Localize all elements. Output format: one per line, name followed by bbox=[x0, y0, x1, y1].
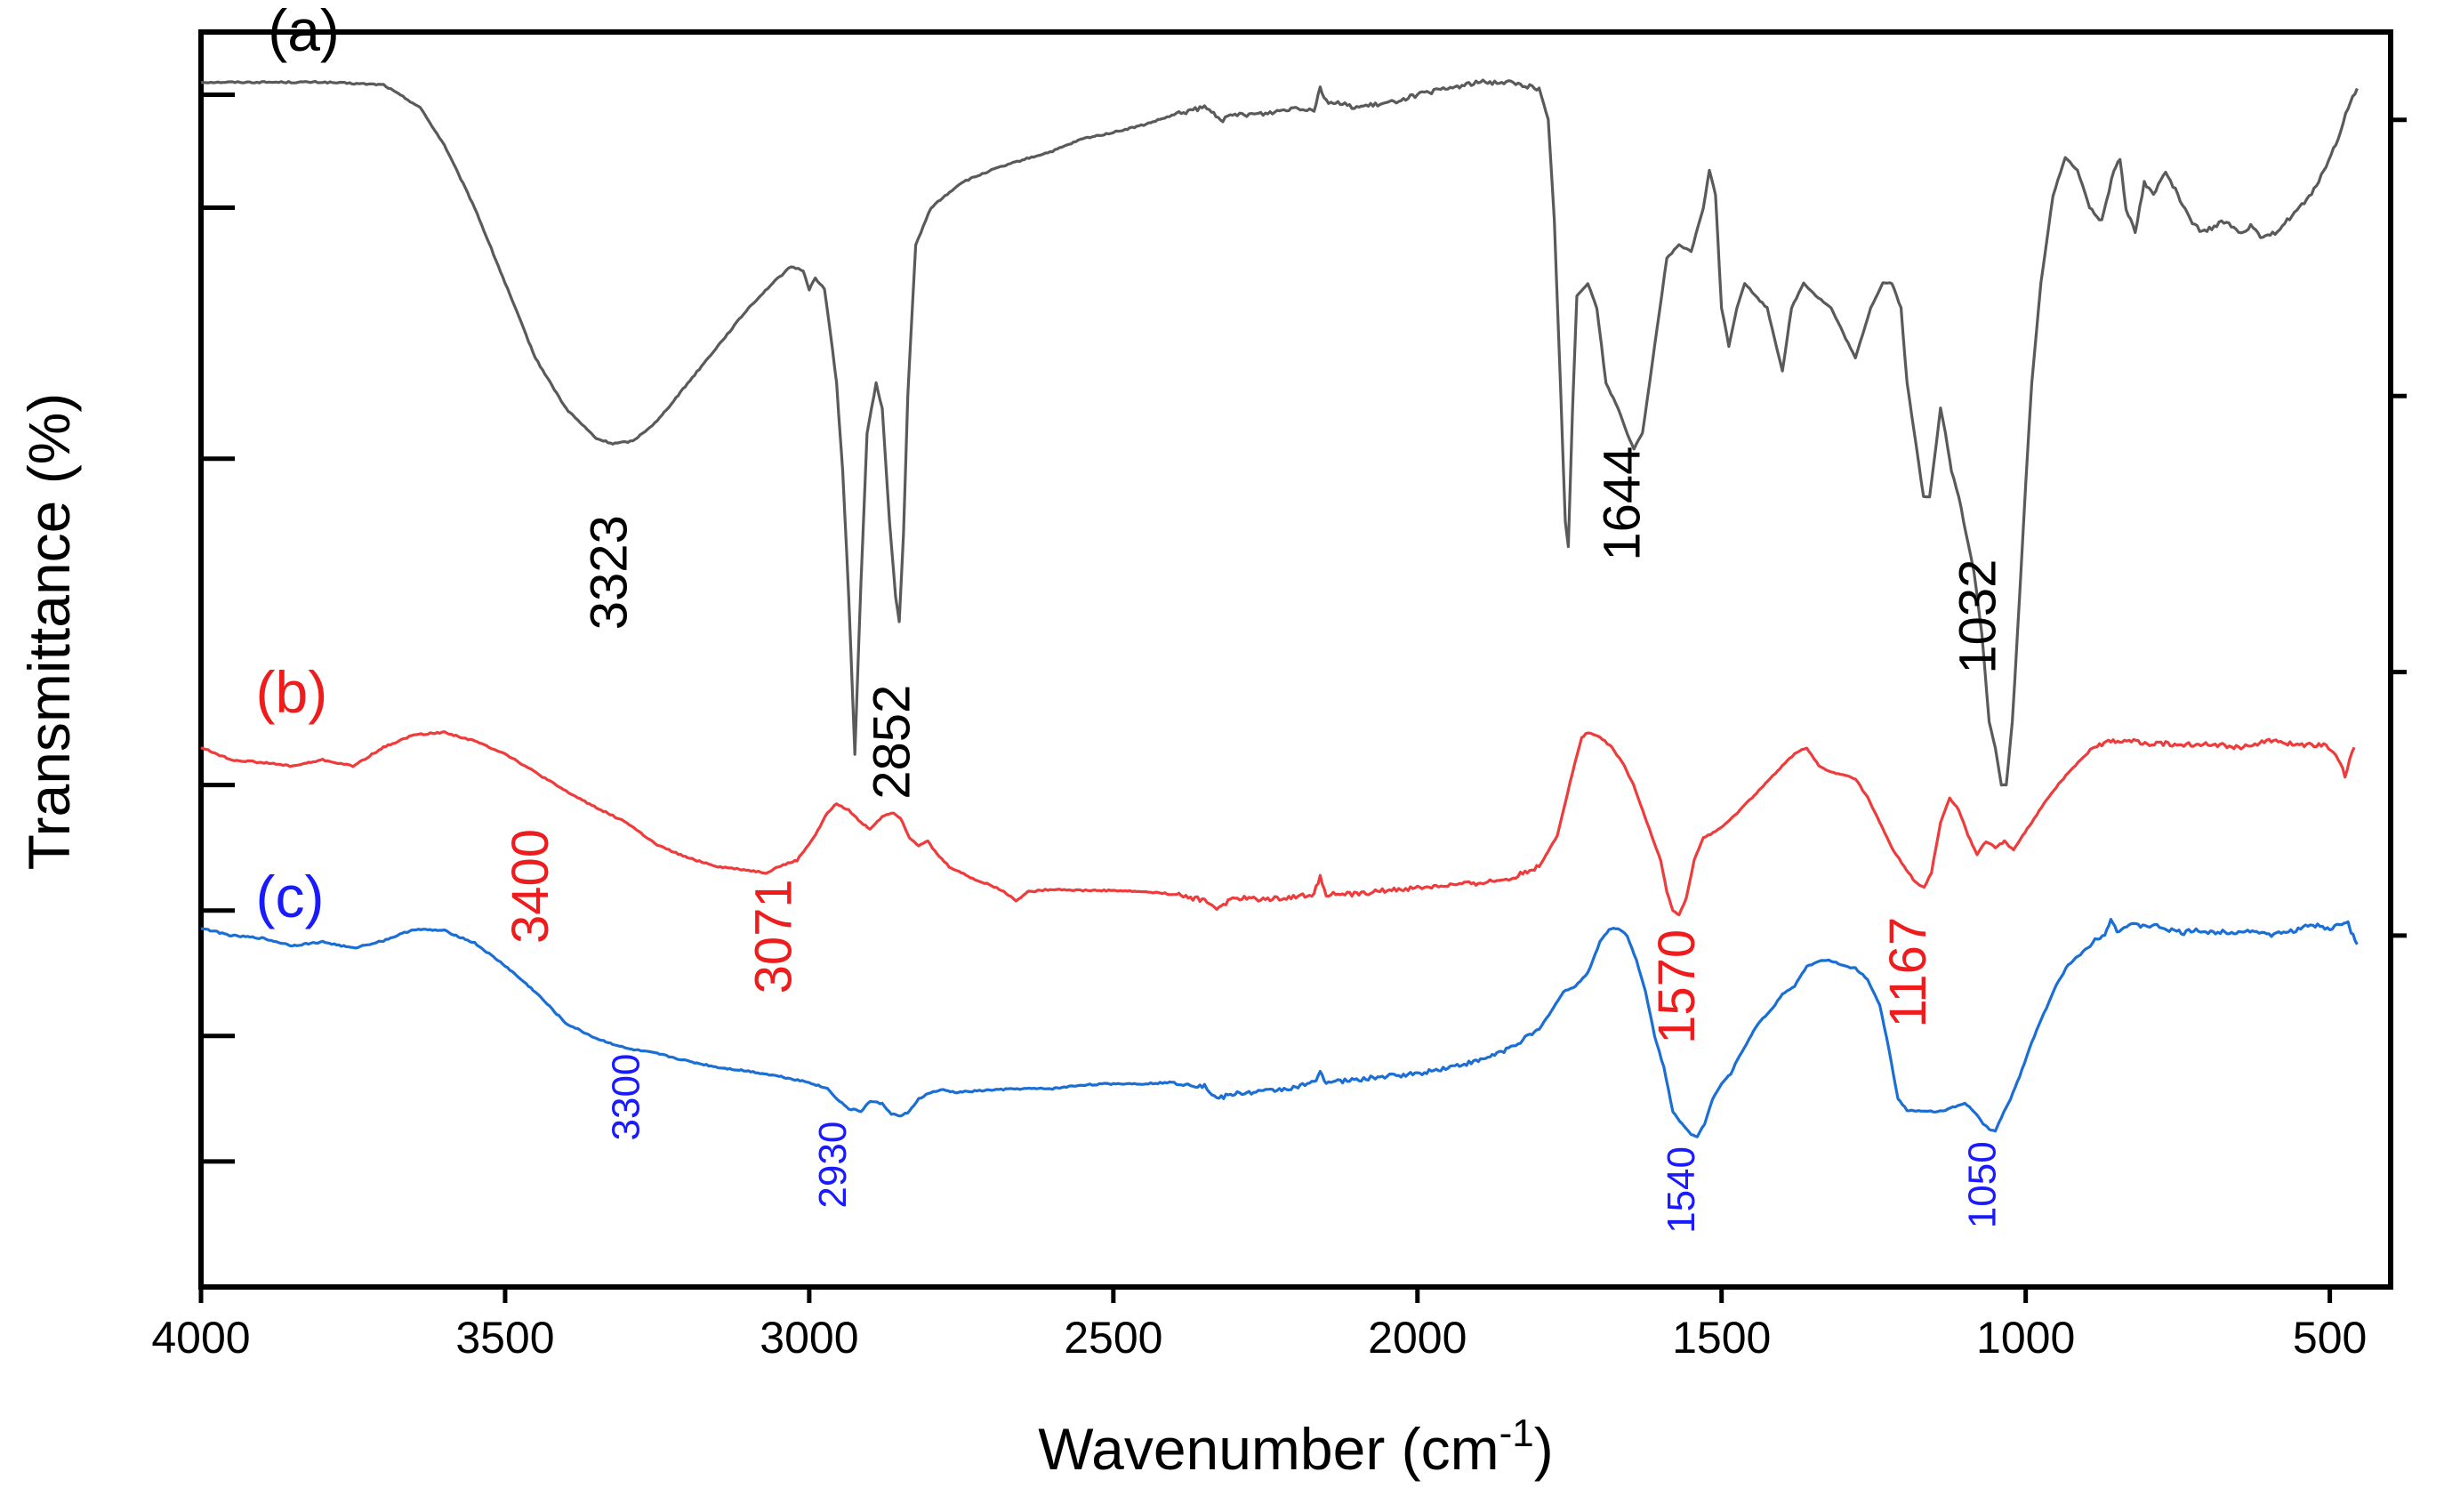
peak-label-3400: 3400 bbox=[502, 829, 559, 944]
series-label-c: (c) bbox=[256, 864, 325, 929]
plot-frame bbox=[198, 29, 2393, 1290]
series-label-a: (a) bbox=[268, 0, 340, 63]
x-tick-label-2000: 2000 bbox=[1368, 1313, 1467, 1363]
peak-label-1167: 1167 bbox=[1879, 917, 1937, 1028]
peak-annotation-layer: 3323 2852 1644 1032 3400 3071 1570 1167 3300 2930… bbox=[502, 446, 2007, 1234]
x-axis-title: Wavenumber (cm-1) bbox=[1038, 1411, 1553, 1482]
x-tick-label-1500: 1500 bbox=[1672, 1313, 1771, 1363]
peak-label-2852: 2852 bbox=[864, 685, 921, 800]
peak-label-1570: 1570 bbox=[1648, 929, 1706, 1044]
series-label-layer: (a) (b) (c) bbox=[256, 0, 340, 929]
peak-label-3071: 3071 bbox=[744, 879, 802, 993]
y-axis-right-ticks bbox=[2390, 117, 2407, 938]
x-tick-label-500: 500 bbox=[2293, 1313, 2367, 1363]
series-layer bbox=[200, 78, 2359, 1138]
x-tick-label-1000: 1000 bbox=[1976, 1313, 2075, 1363]
series-line-b bbox=[200, 730, 2356, 917]
peak-label-1050: 1050 bbox=[1961, 1141, 2005, 1228]
peak-label-1644: 1644 bbox=[1593, 446, 1651, 561]
peak-label-1032: 1032 bbox=[1950, 559, 2007, 674]
x-axis-ticks: 4000 3500 3000 2500 2000 1500 1000 500 bbox=[151, 1287, 2367, 1363]
peak-label-2930: 2930 bbox=[811, 1122, 855, 1209]
peak-label-1540: 1540 bbox=[1660, 1146, 1703, 1234]
peak-label-3300: 3300 bbox=[604, 1054, 647, 1141]
y-axis-title: Transmittance (%) bbox=[16, 393, 82, 871]
y-axis-left-ticks bbox=[201, 92, 235, 1164]
series-line-a bbox=[200, 78, 2359, 787]
series-label-b: (b) bbox=[256, 659, 328, 725]
series-line-c bbox=[200, 918, 2359, 1138]
x-tick-label-3500: 3500 bbox=[455, 1313, 554, 1363]
x-tick-label-3000: 3000 bbox=[760, 1313, 858, 1363]
x-tick-label-2500: 2500 bbox=[1064, 1313, 1162, 1363]
x-tick-label-4000: 4000 bbox=[151, 1313, 250, 1363]
peak-label-3323: 3323 bbox=[581, 515, 639, 630]
plot-border bbox=[198, 29, 2393, 1290]
